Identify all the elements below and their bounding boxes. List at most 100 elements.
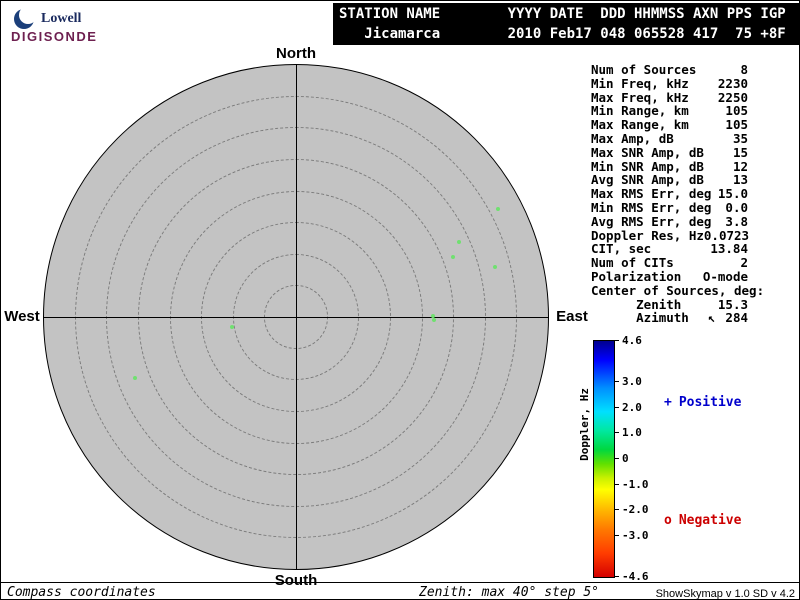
- negative-doppler-icon: o: [664, 513, 672, 528]
- north-south-axis: [296, 64, 297, 570]
- info-value: 0.0: [725, 199, 748, 215]
- header-column-titles: STATION NAME YYYY DATE DDD HHMMSS AXN PP…: [339, 6, 786, 22]
- info-label: Num of Sources: [591, 62, 697, 77]
- compass-south-label: South: [274, 572, 318, 589]
- info-value: 8: [740, 62, 748, 77]
- info-row: Num of Sources 8: [591, 63, 748, 77]
- source-point: [456, 240, 461, 245]
- info-row: CIT, sec 13.84: [591, 242, 748, 256]
- info-row: Polarization O-mode: [591, 270, 748, 284]
- info-row: Max Amp, dB 35: [591, 132, 748, 146]
- info-label: Min SNR Amp, dB: [591, 158, 704, 174]
- logo-lowell-text: Lowell: [41, 11, 82, 26]
- info-row: Max Range, km 105: [591, 118, 748, 132]
- logo-digisonde-text: DIGISONDE: [11, 29, 98, 44]
- colorbar-tick-label: 3.0: [622, 375, 642, 389]
- info-label: Max Range, km: [591, 117, 689, 133]
- info-row: Min SNR Amp, dB 12: [591, 158, 748, 174]
- coordinates-mode-label: Compass coordinates: [7, 585, 156, 600]
- info-row: Min RMS Err, deg 0.0: [591, 201, 748, 215]
- colorbar-tick: [614, 576, 619, 577]
- colorbar-tick: [614, 509, 619, 511]
- zenith-range-label: Zenith: max 40° step 5°: [419, 585, 600, 600]
- info-label: Zenith: [591, 296, 682, 312]
- info-label: Min Range, km: [591, 103, 689, 119]
- legend-negative: o Negative: [664, 513, 741, 528]
- positive-doppler-icon: +: [664, 395, 672, 410]
- info-row: Zenith 15.3: [591, 296, 748, 312]
- info-label: Avg RMS Err, deg: [591, 213, 712, 229]
- azimuth-direction-icon: ↖: [707, 310, 716, 326]
- compass-east-label: East: [556, 308, 588, 325]
- info-label: Max Amp, dB: [591, 130, 674, 146]
- info-label: Max RMS Err, deg: [591, 186, 712, 202]
- colorbar-tick-label: -3.0: [622, 528, 649, 542]
- source-point: [230, 325, 235, 330]
- info-row: Min Range, km 105: [591, 104, 748, 118]
- source-point: [432, 318, 437, 323]
- legend-positive-label: Positive: [678, 395, 742, 410]
- info-label: Doppler Res, Hz: [591, 227, 704, 243]
- info-label: Azimuth: [591, 310, 689, 326]
- info-row: Avg SNR Amp, dB 13: [591, 173, 748, 187]
- info-label: Avg SNR Amp, dB: [591, 172, 704, 188]
- info-label: Center of Sources, deg:: [591, 282, 765, 298]
- info-row: Max RMS Err, deg 15.0: [591, 187, 748, 201]
- lowell-digisonde-logo: Lowell DIGISONDE: [7, 5, 132, 47]
- source-point: [495, 207, 500, 212]
- colorbar-tick-label: 0: [622, 452, 629, 465]
- compass-west-label: West: [4, 308, 40, 325]
- colorbar-tick-label: 4.6: [622, 334, 642, 347]
- legend-positive: + Positive: [664, 395, 741, 410]
- measurement-info-panel: Num of Sources 8 Min Freq, kHz 2230 Max Freq…: [591, 63, 764, 325]
- info-value: 105: [725, 103, 748, 119]
- header-station-values: Jicamarca 2010 Feb17 048 065528 417 75 +…: [339, 26, 786, 42]
- skymap-plot: [43, 64, 549, 570]
- info-value: 2250: [717, 89, 748, 105]
- colorbar-tick: [614, 534, 619, 536]
- source-point: [492, 264, 497, 269]
- info-value: 284: [725, 310, 748, 326]
- colorbar-tick: [614, 381, 619, 383]
- info-value: 3.8: [725, 213, 748, 229]
- colorbar-tick: [614, 432, 619, 434]
- info-row: Doppler Res, Hz 0.0723: [591, 227, 750, 243]
- colorbar-tick: [614, 483, 619, 485]
- source-point: [133, 376, 138, 381]
- colorbar-tick-label: -4.6: [622, 570, 649, 583]
- colorbar-tick: [614, 458, 619, 459]
- legend-negative-label: Negative: [678, 513, 742, 528]
- compass-north-label: North: [276, 45, 316, 62]
- info-row: Min Freq, kHz 2230: [591, 75, 748, 91]
- doppler-colorbar: Doppler, Hz 4.6 3.0 2.0 1.0 0 -1.0 -2.0 -3.0 -4.…: [578, 334, 663, 583]
- info-label: Min RMS Err, deg: [591, 199, 712, 215]
- station-header: STATION NAME YYYY DATE DDD HHMMSS AXN PP…: [333, 3, 799, 45]
- colorbar-axis-label: Doppler, Hz: [578, 388, 591, 461]
- footer-divider: [1, 582, 799, 583]
- info-value: 12: [732, 158, 748, 174]
- info-row: Center of Sources, deg:: [591, 283, 764, 298]
- lowell-swoosh-icon: [14, 7, 37, 29]
- colorbar-tick: [614, 406, 619, 408]
- info-row: Max Freq, kHz 2250: [591, 89, 748, 105]
- info-value: 105: [725, 117, 748, 133]
- colorbar-tick-label: -2.0: [622, 503, 649, 517]
- info-label: Min Freq, kHz: [591, 75, 689, 91]
- colorbar-gradient: [593, 340, 615, 578]
- info-row: Avg RMS Err, deg 3.8: [591, 213, 748, 229]
- info-value: 2: [740, 255, 748, 271]
- info-value: 13.84: [710, 241, 748, 257]
- info-row: Num of CITs 2: [591, 256, 748, 270]
- info-value: 0.0723: [703, 227, 750, 243]
- info-value: O-mode: [702, 268, 748, 284]
- colorbar-tick-label: 2.0: [622, 400, 642, 414]
- colorbar-tick-label: 1.0: [622, 426, 642, 440]
- colorbar-tick-label: -1.0: [622, 477, 649, 491]
- info-label: Max SNR Amp, dB: [591, 144, 704, 160]
- colorbar-tick: [614, 340, 619, 341]
- info-value: 35: [732, 130, 748, 146]
- info-row: Azimuth ↖ 284: [591, 311, 748, 325]
- info-label: Max Freq, kHz: [591, 89, 689, 105]
- info-row: Max SNR Amp, dB 15: [591, 144, 748, 160]
